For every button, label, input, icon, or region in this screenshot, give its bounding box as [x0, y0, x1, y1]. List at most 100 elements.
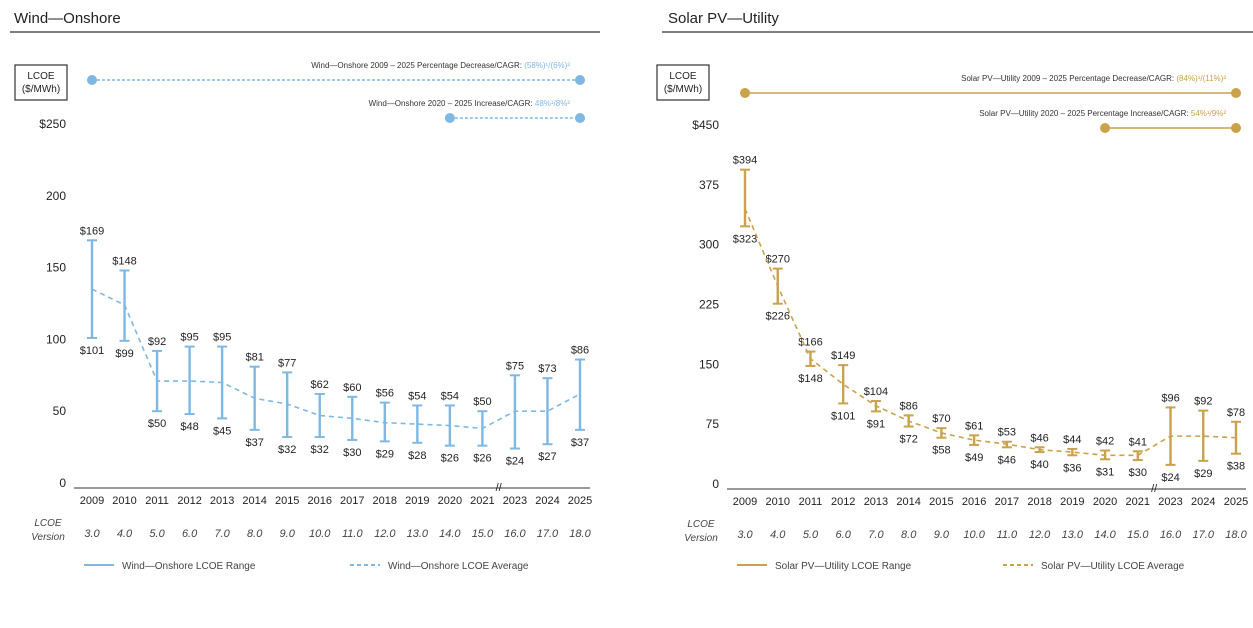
- version-label: 11.0: [997, 529, 1018, 541]
- low-data-label: $32: [311, 444, 329, 456]
- version-label: 5.0: [803, 529, 819, 541]
- high-data-label: $75: [506, 360, 524, 372]
- x-tick-label: 2024: [1191, 496, 1215, 508]
- version-label: 17.0: [537, 528, 559, 540]
- high-data-label: $77: [278, 357, 296, 369]
- annotation-dot: [575, 75, 585, 85]
- version-label: 7.0: [214, 528, 230, 540]
- high-data-label: $46: [1030, 432, 1048, 444]
- annotation-label: Solar PV—Utility 2020 – 2025 Percentage …: [979, 109, 1191, 118]
- version-label: 5.0: [149, 528, 165, 540]
- y-tick-label: $250: [39, 117, 66, 131]
- annotation-value: 48%¹/8%²: [535, 99, 570, 108]
- annotation-dot: [445, 113, 455, 123]
- version-row-label: LCOE: [687, 519, 715, 530]
- low-data-label: $36: [1063, 462, 1081, 474]
- low-data-label: $48: [180, 421, 198, 433]
- y-tick-label: 225: [699, 298, 719, 312]
- low-data-label: $29: [1194, 468, 1212, 480]
- y-tick-label: $450: [692, 118, 719, 132]
- x-tick-label: 2020: [438, 495, 462, 507]
- high-data-label: $44: [1063, 434, 1081, 446]
- high-data-label: $169: [80, 225, 104, 237]
- version-label: 15.0: [472, 528, 494, 540]
- low-data-label: $46: [998, 454, 1016, 466]
- low-data-label: $40: [1030, 459, 1048, 471]
- low-data-label: $58: [932, 445, 950, 457]
- annotation-dot: [87, 75, 97, 85]
- version-label: 12.0: [1029, 529, 1051, 541]
- x-tick-label: 2012: [177, 495, 201, 507]
- version-label: 4.0: [117, 528, 133, 540]
- annotation-dot: [740, 88, 750, 98]
- low-data-label: $28: [408, 450, 426, 462]
- high-data-label: $41: [1129, 436, 1147, 448]
- high-data-label: $86: [899, 400, 917, 412]
- chart-title: Solar PV—Utility: [668, 10, 779, 27]
- x-tick-label: 2012: [831, 496, 855, 508]
- annotation-dot: [1231, 88, 1241, 98]
- high-data-label: $86: [571, 345, 589, 357]
- low-data-label: $29: [376, 448, 394, 460]
- average-line: [745, 209, 1236, 456]
- version-row-label: LCOE: [34, 518, 62, 529]
- low-data-label: $31: [1096, 466, 1114, 478]
- version-label: 15.0: [1127, 529, 1149, 541]
- low-data-label: $99: [115, 348, 133, 360]
- y-tick-label: 375: [699, 178, 719, 192]
- low-data-label: $45: [213, 425, 231, 437]
- version-label: 9.0: [280, 528, 296, 540]
- legend-label: Wind—Onshore LCOE Average: [388, 561, 529, 572]
- high-data-label: $81: [245, 352, 263, 364]
- high-data-label: $95: [180, 332, 198, 344]
- version-label: 12.0: [374, 528, 396, 540]
- version-label: 4.0: [770, 529, 786, 541]
- high-data-label: $149: [831, 350, 855, 362]
- low-data-label: $27: [538, 451, 556, 463]
- low-data-label: $37: [245, 437, 263, 449]
- annotation-dot: [575, 113, 585, 123]
- x-tick-label: 2017: [340, 495, 364, 507]
- high-data-label: $50: [473, 396, 491, 408]
- x-tick-label: 2009: [80, 495, 104, 507]
- low-data-label: $101: [80, 345, 104, 357]
- high-data-label: $92: [148, 336, 166, 348]
- x-tick-label: 2015: [275, 495, 299, 507]
- version-label: 14.0: [439, 528, 461, 540]
- x-tick-label: 2015: [929, 496, 953, 508]
- annotation-dot: [1100, 123, 1110, 133]
- version-label: 9.0: [934, 529, 950, 541]
- low-data-label: $323: [733, 233, 757, 245]
- legend-label: Solar PV—Utility LCOE Average: [1041, 561, 1185, 572]
- version-label: 18.0: [569, 528, 591, 540]
- high-data-label: $166: [798, 337, 822, 349]
- version-label: 10.0: [963, 529, 985, 541]
- high-data-label: $62: [311, 379, 329, 391]
- annotation-text: Wind—Onshore 2009 – 2025 Percentage Decr…: [311, 61, 570, 70]
- axis-break: //: [1151, 483, 1158, 495]
- annotation-label: Wind—Onshore 2009 – 2025 Percentage Decr…: [311, 61, 524, 70]
- high-data-label: $42: [1096, 435, 1114, 447]
- x-tick-label: 2021: [1126, 496, 1150, 508]
- version-label: 3.0: [737, 529, 753, 541]
- chart-panel-0: Wind—Onshore LCOE ($/MWh) 0 50 100 150 200 $250 /…: [10, 10, 600, 572]
- low-data-label: $226: [765, 311, 789, 323]
- high-data-label: $73: [538, 363, 556, 375]
- version-label: 18.0: [1225, 529, 1247, 541]
- x-tick-label: 2018: [1027, 496, 1051, 508]
- low-data-label: $72: [899, 434, 917, 446]
- version-label: 11.0: [342, 528, 363, 540]
- y-tick-label: 100: [46, 332, 66, 346]
- low-data-label: $148: [798, 373, 822, 385]
- y-tick-label: 50: [53, 404, 67, 418]
- x-tick-label: 2016: [962, 496, 986, 508]
- annotation-text: Solar PV—Utility 2020 – 2025 Percentage …: [979, 109, 1226, 118]
- version-label: 8.0: [901, 529, 917, 541]
- high-data-label: $270: [765, 254, 789, 266]
- x-tick-label: 2014: [242, 495, 266, 507]
- low-data-label: $26: [441, 453, 459, 465]
- low-data-label: $101: [831, 410, 855, 422]
- version-label: 16.0: [1160, 529, 1182, 541]
- low-data-label: $24: [506, 456, 524, 468]
